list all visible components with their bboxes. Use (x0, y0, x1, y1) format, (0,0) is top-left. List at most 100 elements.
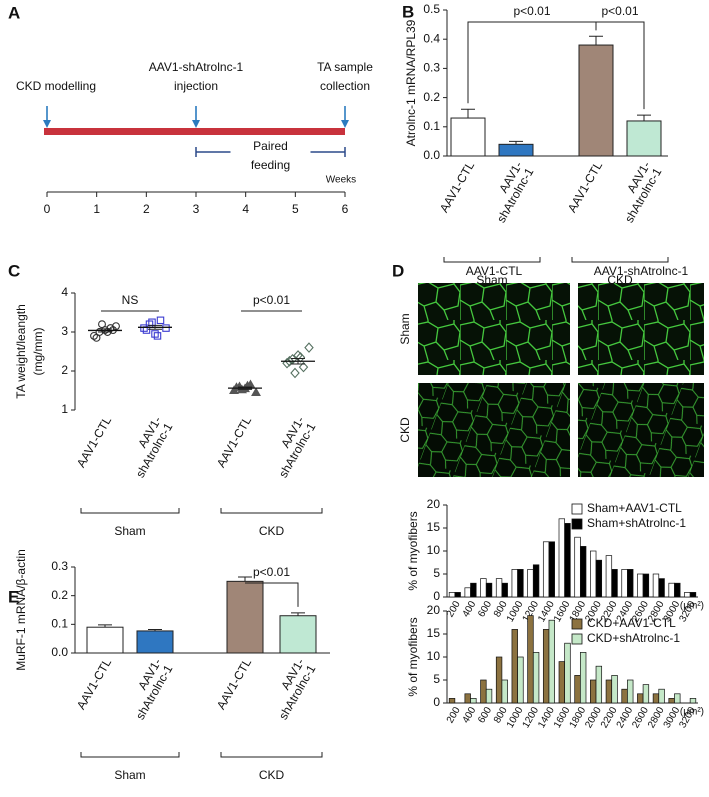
y-tick-label: 15 (427, 626, 441, 640)
bar (637, 693, 644, 704)
event-label-line: AAV1-shAtrolnc-1 (149, 60, 244, 74)
sem-bar (98, 328, 112, 333)
x-tick-label: 600 (476, 705, 494, 725)
y-tick-label: 20 (427, 603, 441, 617)
y-tick-label: 0.2 (51, 588, 68, 602)
error-bar (589, 35, 603, 46)
y-tick-label: 4 (61, 285, 68, 299)
group-label: Sham (476, 273, 507, 287)
bar (684, 592, 691, 598)
bar (611, 675, 618, 704)
period-label-line: Paired (253, 139, 288, 153)
y-tick-label: 3 (61, 324, 68, 338)
panel-letter: B (402, 2, 414, 21)
row-label: CKD (398, 417, 412, 443)
event-label-line: TA sample (317, 60, 373, 74)
y-tick-label: 2 (61, 363, 68, 377)
bar (564, 523, 571, 598)
event-label-line: collection (320, 79, 370, 93)
point (298, 361, 309, 373)
bar (532, 564, 540, 598)
period-label: Paired feeding (251, 139, 290, 172)
micrograph (578, 283, 704, 375)
significance-label: p<0.01 (601, 4, 638, 18)
point (92, 333, 101, 342)
x-tick-label: AAV1-CTL (437, 159, 478, 215)
period-bracket (195, 147, 346, 157)
bar (668, 698, 675, 704)
y-tick-label: 0.0 (423, 148, 440, 162)
bar (605, 679, 613, 704)
bar (498, 143, 534, 157)
significance-label: p<0.01 (513, 4, 550, 18)
bar (226, 580, 264, 654)
x-tick-label: 6 (342, 202, 349, 216)
bar (511, 569, 518, 598)
point (151, 330, 159, 338)
bar (574, 536, 581, 598)
legend-swatch (571, 518, 583, 530)
bar (548, 541, 555, 598)
x-tick-label: 5 (292, 202, 299, 216)
y-axis-label: % of myofibers (406, 617, 420, 696)
event-label: AAV1-shAtrolnc-1 injection (149, 60, 244, 93)
bar (652, 693, 660, 704)
bar (495, 656, 503, 704)
bar (564, 642, 571, 704)
legend-label: Sham+shAtrolnc-1 (587, 516, 686, 530)
y-tick-label: 0.1 (423, 119, 440, 133)
x-tick-label-line: AAV1-CTL (74, 656, 115, 712)
panel-letter: C (8, 261, 20, 280)
y-axis-label-line: MuRF-1 mRNA/β-actin (14, 549, 28, 671)
bar (279, 615, 317, 654)
event-arrow-head (192, 120, 200, 128)
bar (495, 578, 503, 598)
legend-swatch (571, 503, 583, 515)
y-axis-label-line: (mg/mm) (31, 328, 45, 376)
x-unit-label: (μm²) (680, 707, 704, 718)
bar (470, 582, 477, 598)
y-tick-label: 1 (61, 402, 68, 416)
bar (517, 569, 524, 598)
group-label: CKD (259, 768, 285, 782)
x-tick-label: AAV1-shAtrolnc-1 (611, 159, 665, 225)
x-tick-label: AAV1-shAtrolnc-1 (265, 656, 319, 722)
legend-swatch (571, 633, 583, 645)
y-axis-label: Atrolnc-1 mRNA/RPL39 (404, 19, 418, 146)
x-tick-label: 2 (143, 202, 150, 216)
y-axis-label-line: TA weight/leangth (14, 304, 28, 399)
error-bar (461, 108, 475, 119)
event-arrow-head (43, 120, 51, 128)
bar (642, 573, 650, 598)
bar (532, 652, 540, 704)
bar (674, 693, 681, 704)
panel-letter: E (8, 587, 19, 606)
bar (464, 587, 471, 598)
bar (558, 661, 566, 704)
x-tick-label: AAV1-CTL (74, 414, 115, 470)
x-tick-label-line: AAV1-CTL (74, 414, 115, 470)
x-tick-label: 4 (242, 202, 249, 216)
bar (548, 619, 555, 704)
y-tick-label: 0 (433, 695, 440, 709)
bar (627, 679, 634, 704)
period-label-line: feeding (251, 158, 290, 172)
x-tick-label: AAV1-CTL (565, 159, 606, 215)
bar (485, 582, 493, 598)
y-tick-label: 10 (427, 649, 441, 663)
point (140, 324, 148, 332)
x-tick-label: 400 (461, 599, 479, 619)
group-label: Sham (114, 768, 145, 782)
x-tick-label: 3 (193, 202, 200, 216)
x-tick-label: 1 (93, 202, 100, 216)
x-tick-label: AAV1-shAtrolnc-1 (265, 414, 319, 480)
y-tick-label: 0.1 (51, 617, 68, 631)
legend-label: CKD+AAV1-CTL (587, 616, 676, 630)
bar (558, 518, 566, 598)
x-tick-label: 600 (476, 599, 494, 619)
x-tick-label: AAV1-shAtrolnc-1 (122, 414, 176, 480)
significance-bracket (467, 21, 597, 104)
bar (621, 569, 628, 598)
bar (674, 582, 681, 598)
x-tick-label: 0 (44, 202, 51, 216)
